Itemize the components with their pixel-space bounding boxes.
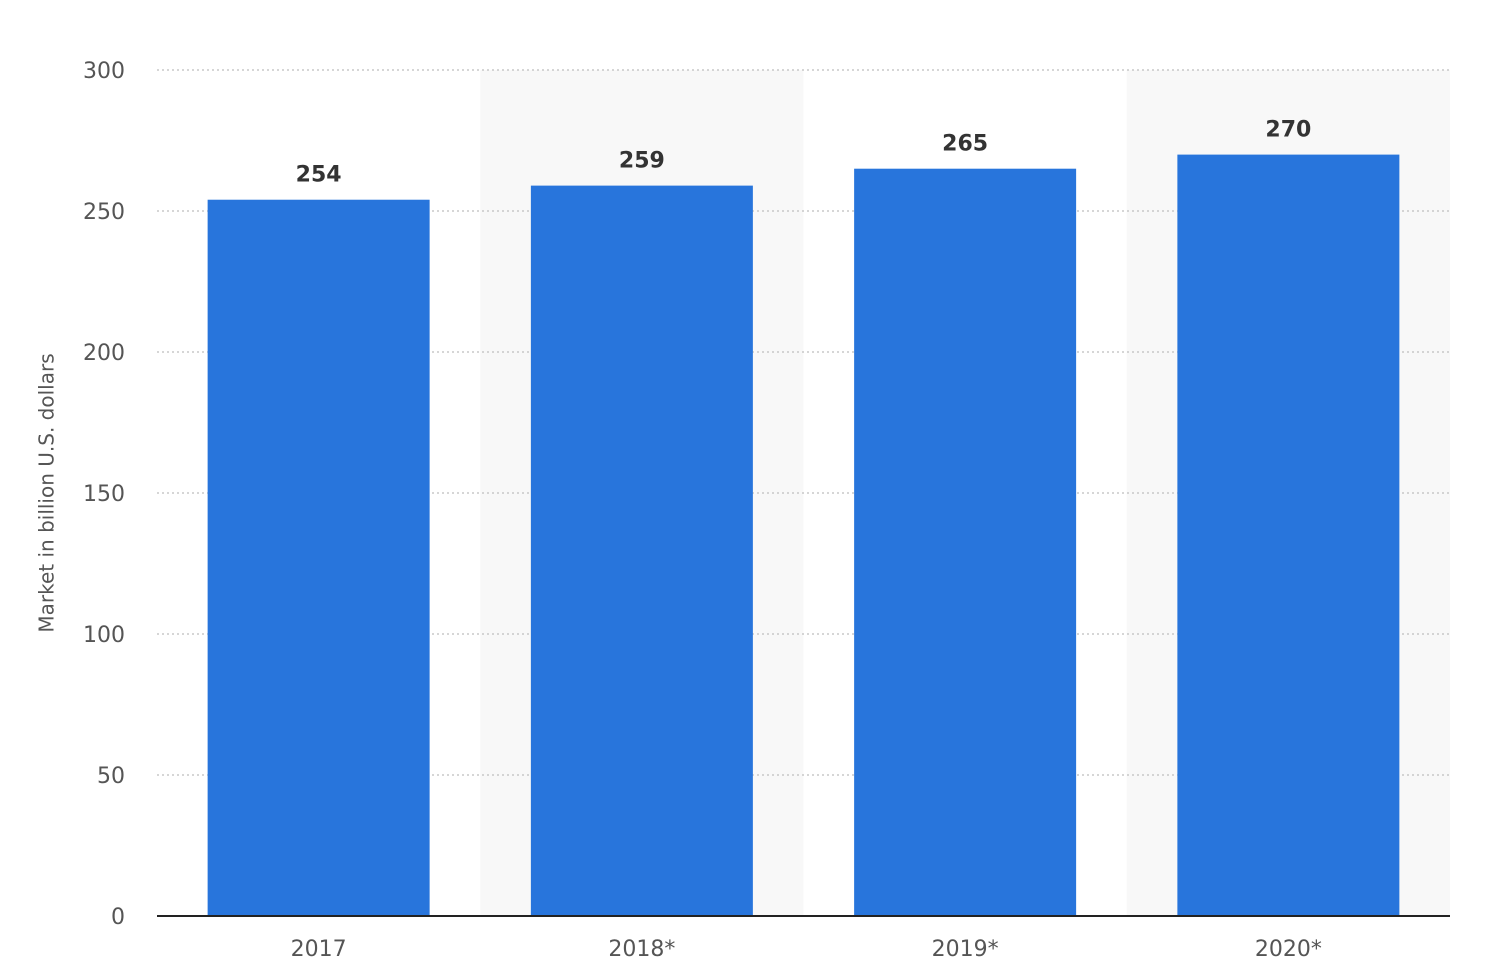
y-tick-label: 100 [83,623,125,648]
x-tick-label: 2017 [291,937,347,962]
bar [530,185,753,916]
value-label: 270 [1265,118,1311,143]
y-tick-label: 250 [83,200,125,225]
x-tick-label: 2019* [932,937,999,962]
y-tick-label: 0 [111,905,125,930]
x-tick-label: 2018* [608,937,675,962]
y-tick-label: 150 [83,482,125,507]
bar [207,199,430,917]
bar [1177,154,1400,917]
value-label: 259 [619,149,665,174]
y-axis-title: Market in billion U.S. dollars [35,353,59,632]
bar [854,168,1077,916]
y-tick-label: 50 [97,764,125,789]
value-label: 254 [296,163,342,188]
value-label: 265 [942,132,988,157]
x-tick-label: 2020* [1255,937,1322,962]
y-tick-label: 200 [83,341,125,366]
y-tick-label: 300 [83,59,125,84]
